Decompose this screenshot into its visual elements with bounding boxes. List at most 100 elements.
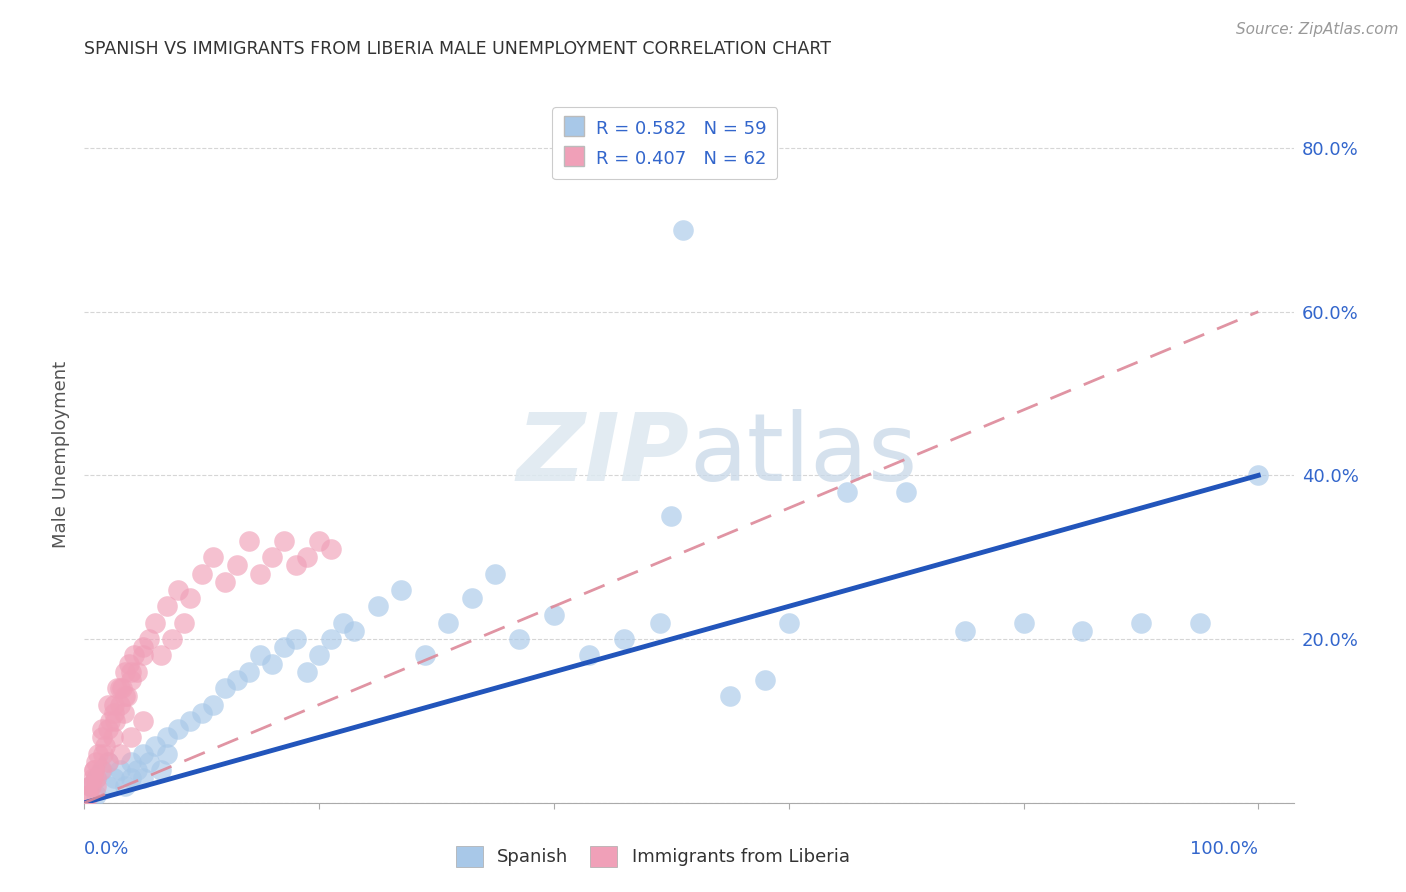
Point — [84, 788, 107, 802]
Point — [114, 690, 136, 704]
Point — [718, 690, 741, 704]
Point — [132, 771, 155, 785]
Point — [127, 763, 149, 777]
Point — [114, 780, 136, 794]
Point — [91, 763, 114, 777]
Point — [132, 747, 155, 761]
Point — [343, 624, 366, 638]
Point — [367, 599, 389, 614]
Point — [167, 722, 190, 736]
Point — [120, 673, 142, 687]
Point — [672, 223, 695, 237]
Point — [90, 763, 112, 777]
Point — [79, 780, 101, 794]
Point — [97, 755, 120, 769]
Point — [179, 714, 201, 728]
Point — [484, 566, 506, 581]
Point — [98, 714, 121, 728]
Point — [83, 763, 105, 777]
Point — [83, 763, 105, 777]
Point — [413, 648, 436, 663]
Point — [308, 533, 330, 548]
Point — [120, 771, 142, 785]
Point — [226, 558, 249, 573]
Point — [437, 615, 460, 630]
Point — [190, 706, 212, 720]
Point — [508, 632, 530, 646]
Point — [97, 780, 120, 794]
Point — [82, 771, 104, 785]
Point — [132, 648, 155, 663]
Point — [104, 714, 127, 728]
Point — [297, 665, 319, 679]
Point — [319, 542, 342, 557]
Point — [155, 599, 177, 614]
Point — [91, 722, 114, 736]
Point — [112, 706, 135, 720]
Point — [77, 788, 100, 802]
Point — [613, 632, 636, 646]
Point — [143, 739, 166, 753]
Text: Source: ZipAtlas.com: Source: ZipAtlas.com — [1236, 22, 1399, 37]
Point — [284, 558, 307, 573]
Point — [155, 747, 177, 761]
Text: atlas: atlas — [689, 409, 917, 501]
Point — [94, 739, 117, 753]
Point — [778, 615, 800, 630]
Point — [122, 648, 145, 663]
Text: ZIP: ZIP — [516, 409, 689, 501]
Point — [120, 731, 142, 745]
Point — [461, 591, 484, 606]
Point — [319, 632, 342, 646]
Point — [578, 648, 600, 663]
Text: SPANISH VS IMMIGRANTS FROM LIBERIA MALE UNEMPLOYMENT CORRELATION CHART: SPANISH VS IMMIGRANTS FROM LIBERIA MALE … — [84, 40, 831, 58]
Point — [332, 615, 354, 630]
Point — [1071, 624, 1094, 638]
Point — [111, 681, 134, 696]
Point — [105, 681, 128, 696]
Point — [284, 632, 307, 646]
Point — [214, 681, 236, 696]
Point — [1188, 615, 1211, 630]
Point — [115, 690, 138, 704]
Point — [273, 533, 295, 548]
Point — [108, 747, 131, 761]
Point — [84, 771, 107, 785]
Point — [262, 550, 284, 565]
Point — [214, 574, 236, 589]
Point — [149, 648, 172, 663]
Point — [84, 780, 107, 794]
Point — [837, 484, 859, 499]
Text: 100.0%: 100.0% — [1191, 839, 1258, 857]
Point — [127, 665, 149, 679]
Point — [132, 714, 155, 728]
Point — [114, 665, 136, 679]
Point — [389, 582, 412, 597]
Point — [1012, 615, 1035, 630]
Point — [120, 665, 142, 679]
Point — [754, 673, 776, 687]
Point — [108, 763, 131, 777]
Point — [101, 731, 124, 745]
Point — [103, 706, 125, 720]
Point — [1129, 615, 1152, 630]
Text: 0.0%: 0.0% — [84, 839, 129, 857]
Point — [77, 788, 100, 802]
Point — [103, 698, 125, 712]
Point — [91, 731, 114, 745]
Point — [162, 632, 184, 646]
Point — [249, 648, 271, 663]
Point — [308, 648, 330, 663]
Point — [238, 533, 260, 548]
Point — [84, 755, 107, 769]
Point — [202, 698, 225, 712]
Point — [97, 722, 120, 736]
Point — [91, 747, 114, 761]
Point — [138, 755, 160, 769]
Point — [659, 509, 682, 524]
Point — [80, 780, 103, 794]
Point — [118, 657, 141, 671]
Point — [155, 731, 177, 745]
Point — [132, 640, 155, 655]
Point — [167, 582, 190, 597]
